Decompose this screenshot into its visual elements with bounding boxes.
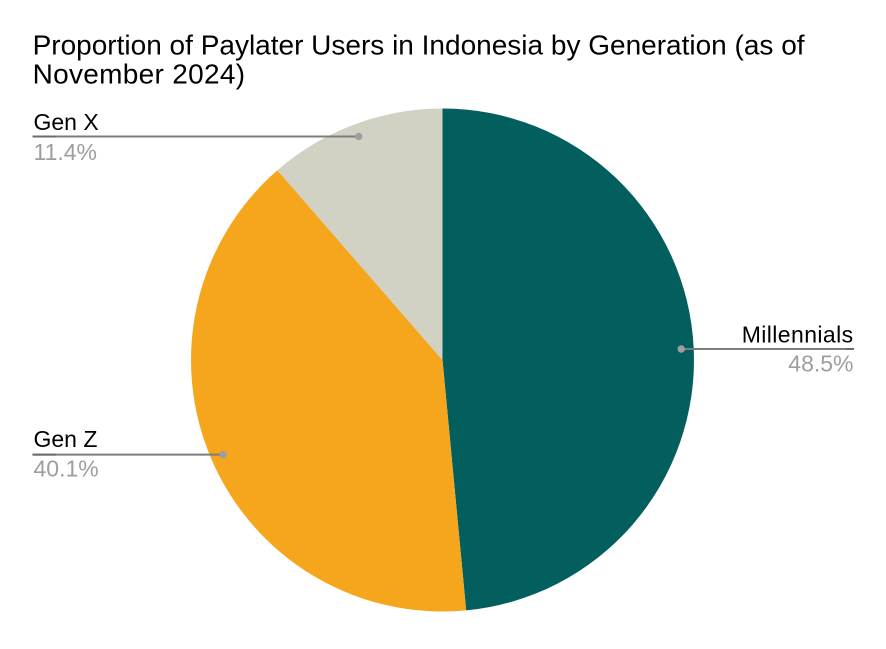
svg-text:11.4%: 11.4% <box>34 139 98 165</box>
svg-text:40.1%: 40.1% <box>34 456 99 482</box>
svg-text:48.5%: 48.5% <box>788 351 853 377</box>
svg-text:November 2024): November 2024) <box>33 59 246 90</box>
svg-text:Proportion of Paylater Users i: Proportion of Paylater Users in Indonesi… <box>33 29 805 60</box>
svg-text:Gen Z: Gen Z <box>34 426 98 452</box>
svg-text:Gen X: Gen X <box>34 109 99 135</box>
svg-text:Millennials: Millennials <box>742 321 854 347</box>
